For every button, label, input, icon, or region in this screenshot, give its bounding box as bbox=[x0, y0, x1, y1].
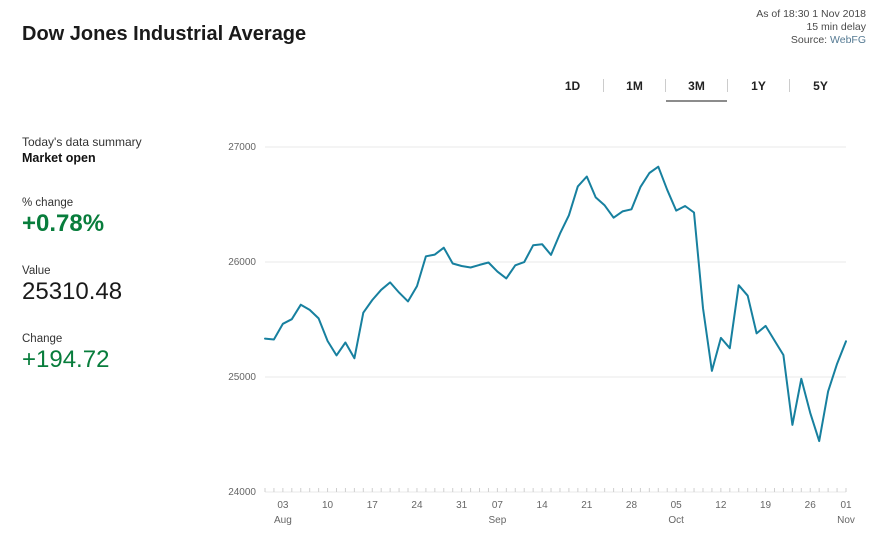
value-amount: 25310.48 bbox=[22, 278, 123, 305]
tab-separator bbox=[665, 79, 666, 92]
tab-separator bbox=[603, 79, 604, 92]
instrument-title: Dow Jones Industrial Average bbox=[22, 23, 307, 46]
range-tab-1y[interactable]: 1Y bbox=[751, 79, 766, 93]
source-label: Source: bbox=[790, 34, 831, 46]
value-label: Value bbox=[22, 265, 51, 277]
svg-text:10: 10 bbox=[322, 500, 334, 511]
svg-text:17: 17 bbox=[367, 500, 379, 511]
tab-separator bbox=[727, 79, 728, 92]
svg-text:19: 19 bbox=[760, 500, 772, 511]
percent-change-value: +0.78% bbox=[22, 210, 105, 237]
svg-text:25000: 25000 bbox=[228, 372, 256, 383]
svg-text:07: 07 bbox=[492, 500, 504, 511]
svg-text:Nov: Nov bbox=[837, 515, 855, 526]
range-tab-3m[interactable]: 3M bbox=[666, 74, 727, 102]
svg-text:12: 12 bbox=[715, 500, 727, 511]
svg-text:24: 24 bbox=[411, 500, 423, 511]
svg-text:26000: 26000 bbox=[228, 257, 256, 268]
data-meta: As of 18:30 1 Nov 2018 15 min delay Sour… bbox=[756, 8, 866, 47]
summary-heading: Today's data summary bbox=[22, 135, 142, 149]
percent-change-block: % change +0.78% bbox=[22, 196, 232, 238]
source-link[interactable]: WebFG bbox=[830, 34, 866, 46]
svg-text:27000: 27000 bbox=[228, 142, 256, 153]
svg-text:24000: 24000 bbox=[228, 487, 256, 498]
range-tab-1m[interactable]: 1M bbox=[626, 79, 643, 93]
svg-text:Aug: Aug bbox=[274, 515, 292, 526]
svg-text:28: 28 bbox=[626, 500, 638, 511]
range-tab-1d[interactable]: 1D bbox=[564, 79, 581, 93]
svg-text:31: 31 bbox=[456, 500, 468, 511]
delay-notice: 15 min delay bbox=[806, 21, 866, 33]
market-status: Market open bbox=[22, 151, 96, 165]
as-of-timestamp: As of 18:30 1 Nov 2018 bbox=[756, 8, 866, 20]
range-tab-5y[interactable]: 5Y bbox=[813, 79, 828, 93]
change-label: Change bbox=[22, 333, 63, 345]
svg-text:26: 26 bbox=[805, 500, 817, 511]
svg-text:Sep: Sep bbox=[489, 515, 507, 526]
price-chart-svg: 27000 26000 25000 24000 03 10 17 24 31 07 14 21 28 05… bbox=[228, 142, 855, 526]
svg-text:03: 03 bbox=[277, 500, 289, 511]
svg-text:05: 05 bbox=[671, 500, 683, 511]
svg-text:14: 14 bbox=[537, 500, 549, 511]
value-block: Value 25310.48 bbox=[22, 264, 232, 306]
change-value: +194.72 bbox=[22, 346, 110, 373]
svg-text:Oct: Oct bbox=[668, 515, 684, 526]
svg-text:21: 21 bbox=[581, 500, 593, 511]
range-tabs: 1D 1M 3M 1Y 5Y bbox=[542, 74, 851, 102]
change-block: Change +194.72 bbox=[22, 332, 232, 374]
percent-change-label: % change bbox=[22, 197, 74, 209]
today-data-summary: Today's data summary Market open % chang… bbox=[22, 134, 232, 400]
tab-separator bbox=[789, 79, 790, 92]
source-attribution: Source: WebFG bbox=[756, 34, 866, 47]
price-chart: 27000 26000 25000 24000 03 10 17 24 31 07 14 21 28 05… bbox=[0, 130, 886, 533]
svg-text:01: 01 bbox=[840, 500, 852, 511]
